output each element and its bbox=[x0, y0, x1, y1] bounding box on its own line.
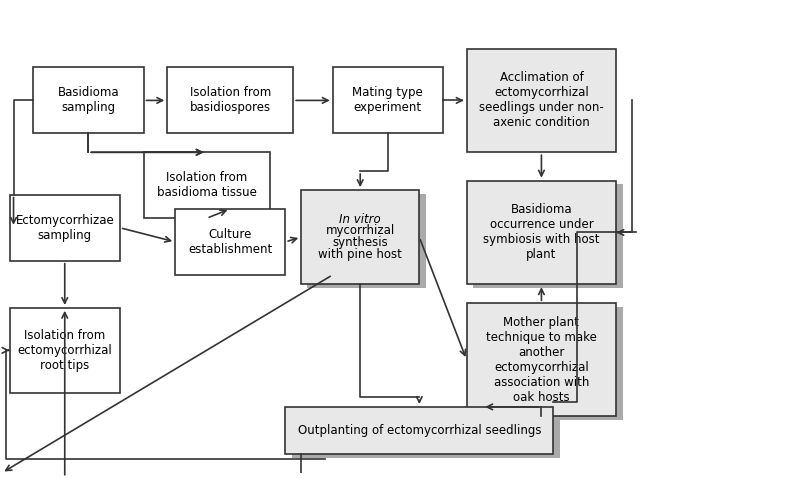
FancyBboxPatch shape bbox=[473, 307, 623, 420]
FancyBboxPatch shape bbox=[467, 303, 616, 416]
Text: Basidioma
occurrence under
symbiosis with host
plant: Basidioma occurrence under symbiosis wit… bbox=[483, 204, 600, 261]
FancyBboxPatch shape bbox=[308, 194, 426, 288]
FancyBboxPatch shape bbox=[9, 195, 120, 261]
Text: synthesis: synthesis bbox=[332, 236, 388, 250]
FancyBboxPatch shape bbox=[467, 181, 616, 284]
Text: Acclimation of
ectomycorrhizal
seedlings under non-
axenic condition: Acclimation of ectomycorrhizal seedlings… bbox=[479, 71, 604, 130]
FancyBboxPatch shape bbox=[143, 152, 270, 218]
FancyBboxPatch shape bbox=[286, 407, 553, 454]
FancyBboxPatch shape bbox=[333, 67, 443, 133]
FancyBboxPatch shape bbox=[175, 209, 286, 275]
Text: Outplanting of ectomycorrhizal seedlings: Outplanting of ectomycorrhizal seedlings bbox=[297, 424, 541, 437]
Text: Mother plant
technique to make
another
ectomycorrhizal
association with
oak host: Mother plant technique to make another e… bbox=[486, 316, 597, 404]
Text: Culture
establishment: Culture establishment bbox=[188, 228, 272, 256]
FancyBboxPatch shape bbox=[9, 308, 120, 393]
Text: Ectomycorrhizae
sampling: Ectomycorrhizae sampling bbox=[15, 214, 114, 242]
Text: Isolation from
ectomycorrhizal
root tips: Isolation from ectomycorrhizal root tips bbox=[17, 329, 112, 372]
Text: Mating type
experiment: Mating type experiment bbox=[353, 87, 423, 114]
FancyBboxPatch shape bbox=[301, 190, 419, 284]
Text: In vitro: In vitro bbox=[339, 213, 381, 226]
FancyBboxPatch shape bbox=[467, 49, 616, 152]
FancyBboxPatch shape bbox=[473, 185, 623, 288]
Text: Isolation from
basidiospores: Isolation from basidiospores bbox=[190, 87, 271, 114]
Text: with pine host: with pine host bbox=[318, 248, 402, 261]
FancyBboxPatch shape bbox=[292, 411, 559, 458]
Text: Isolation from
basidioma tissue: Isolation from basidioma tissue bbox=[157, 171, 256, 199]
Text: Basidioma
sampling: Basidioma sampling bbox=[58, 87, 119, 114]
FancyBboxPatch shape bbox=[33, 67, 143, 133]
Text: mycorrhizal: mycorrhizal bbox=[326, 225, 395, 238]
FancyBboxPatch shape bbox=[167, 67, 293, 133]
